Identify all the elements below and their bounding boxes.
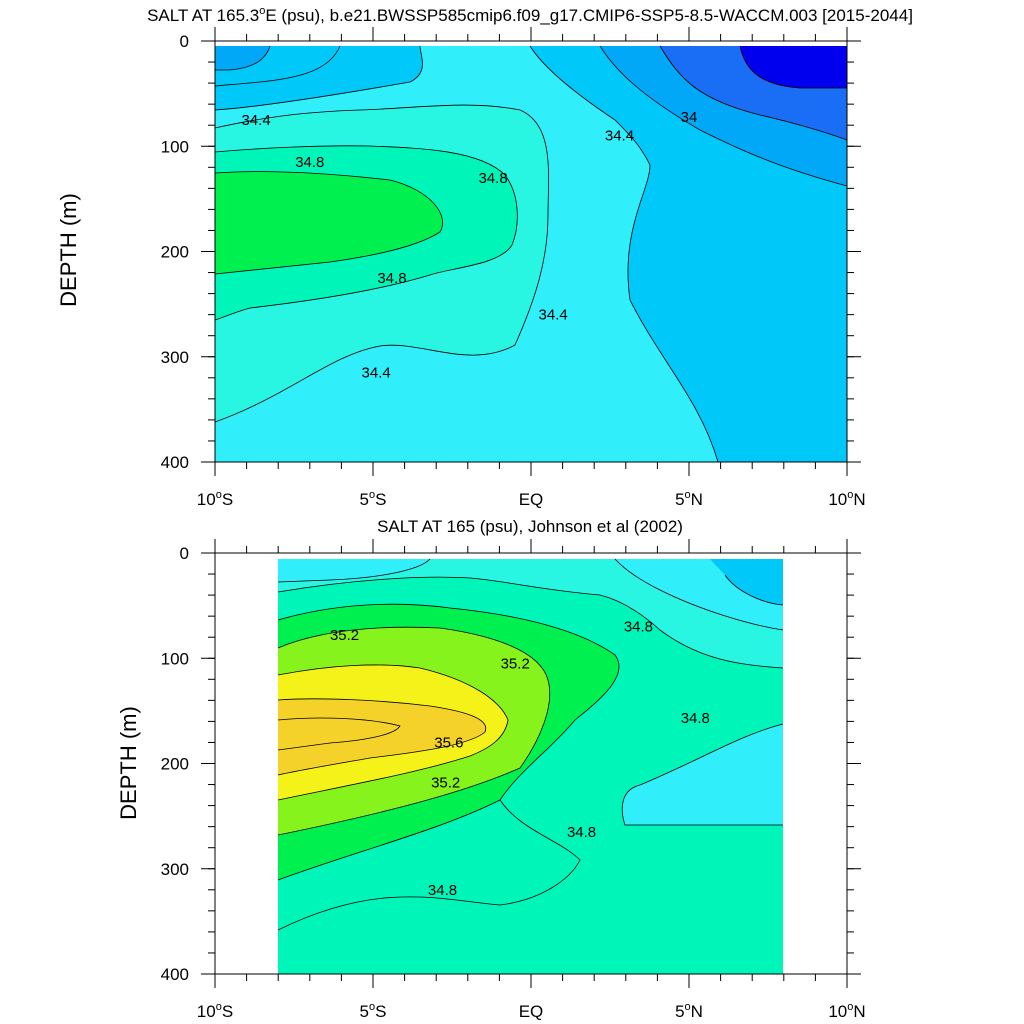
fill-region-34-3-ne — [710, 559, 783, 605]
top-y-tick-label: 300 — [161, 348, 189, 367]
top-contour-labels: 34.4 34.8 34.8 34.8 34.4 34.4 34.4 34 — [241, 109, 697, 382]
top-panel-title: SALT AT 165.3oE (psu), b.e21.BWSSP585cmi… — [147, 5, 913, 25]
top-y-axis-label: DEPTH (m) — [56, 193, 81, 307]
bottom-x-tick-label: 5oS — [360, 1001, 387, 1021]
bottom-x-tick-label: EQ — [519, 1002, 544, 1021]
top-contour-label: 34.8 — [478, 170, 507, 187]
top-panel-title-degree: o — [259, 5, 265, 17]
bottom-contour-label: 34.8 — [681, 710, 710, 727]
top-contour-fill — [214, 45, 848, 463]
bottom-y-tick-label: 0 — [180, 544, 189, 563]
bottom-contour-label: 35.2 — [330, 627, 359, 644]
bottom-contour-label: 34.8 — [624, 619, 653, 636]
top-panel: SALT AT 165.3oE (psu), b.e21.BWSSP585cmi… — [56, 5, 913, 509]
bottom-x-tick-label: 10oN — [828, 1001, 865, 1021]
top-y-tick-label: 100 — [161, 137, 189, 156]
top-x-tick-label: EQ — [519, 490, 544, 509]
bottom-y-tick-label: 400 — [161, 965, 189, 984]
top-x-tick-label: 10oN — [828, 489, 865, 509]
top-panel-title-main: SALT AT 165.3 — [147, 6, 259, 25]
top-contour-lines — [214, 45, 848, 463]
top-contour-label: 34.8 — [377, 270, 406, 287]
fill-region-34-4-tl — [278, 559, 430, 582]
bottom-contour-fill — [277, 558, 784, 974]
bottom-x-tick-label: 10oS — [197, 1001, 233, 1021]
top-contour-label: 34.4 — [362, 365, 391, 382]
bottom-y-axis-label: DEPTH (m) — [116, 706, 141, 820]
bottom-contour-lines — [277, 558, 784, 931]
bottom-contour-labels: 35.2 35.2 34.8 35.6 35.2 34.8 34.8 34.8 — [330, 619, 710, 899]
bottom-contour-label: 35.2 — [501, 656, 530, 673]
bottom-contour-label: 35.6 — [434, 734, 463, 751]
top-contour-label: 34.4 — [539, 307, 568, 324]
top-y-tick-label: 0 — [180, 32, 189, 51]
top-contour-label: 34 — [681, 109, 698, 126]
bottom-contour-label: 34.8 — [567, 824, 596, 841]
fill-region-nw-34-2 — [215, 46, 270, 70]
top-x-tick-label: 10oS — [197, 489, 233, 509]
fill-region-35-0 — [215, 171, 443, 274]
bottom-contour-label: 35.2 — [431, 774, 460, 791]
top-y-tick-label: 400 — [161, 453, 189, 472]
top-y-tick-label: 200 — [161, 243, 189, 262]
fill-region-33-8 — [740, 46, 847, 88]
top-contour-label: 34.8 — [295, 154, 324, 171]
fill-region-34-4-east — [622, 724, 783, 825]
top-panel-title-rest: E (psu), b.e21.BWSSP585cmip6.f09_g17.CMI… — [265, 6, 913, 25]
top-axes: 0 100 200 300 400 10oS 5oS EQ 5oN 10oN — [161, 27, 866, 509]
bottom-panel-title: SALT AT 165 (psu), Johnson et al (2002) — [377, 517, 683, 536]
top-x-tick-label: 5oN — [675, 489, 703, 509]
bottom-contour-label: 34.8 — [428, 882, 457, 899]
top-x-tick-label: 5oS — [360, 489, 387, 509]
bottom-y-tick-label: 300 — [161, 860, 189, 879]
top-contour-label: 34.4 — [605, 128, 634, 145]
bottom-y-tick-label: 200 — [161, 755, 189, 774]
bottom-axes: 0 100 200 300 400 10oS 5oS EQ 5oN 10oN — [161, 539, 866, 1021]
bottom-x-tick-label: 5oN — [675, 1001, 703, 1021]
top-contour-label: 34.4 — [241, 112, 270, 129]
fill-region-35-8 — [278, 718, 400, 750]
bottom-panel: SALT AT 165 (psu), Johnson et al (2002) — [116, 517, 866, 1021]
bottom-y-tick-label: 100 — [161, 649, 189, 668]
